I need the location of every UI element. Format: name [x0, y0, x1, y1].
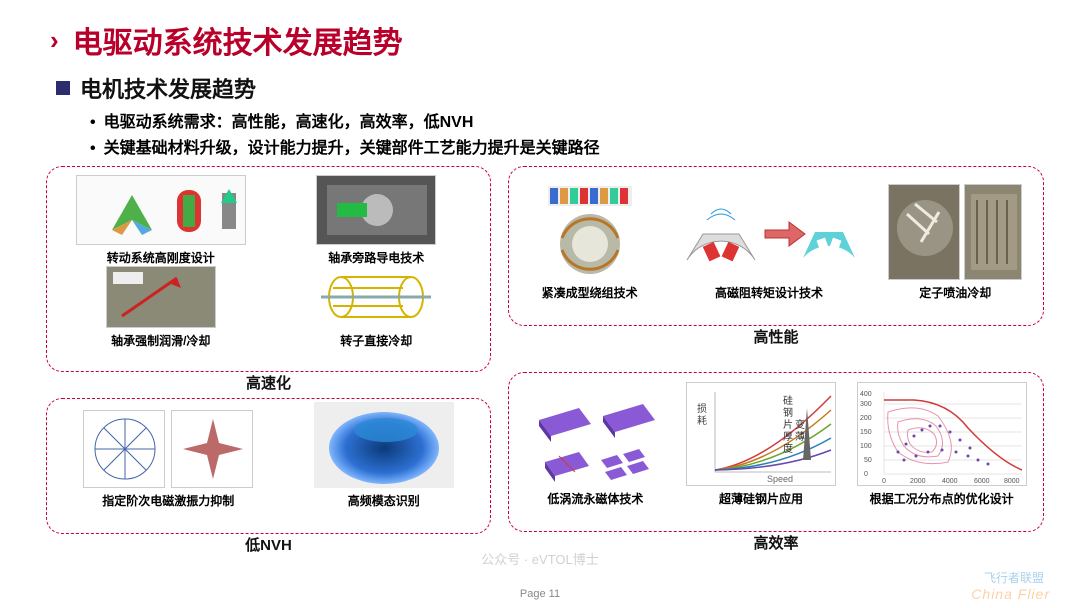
- svg-text:8000: 8000: [1004, 478, 1020, 485]
- svg-text:150: 150: [860, 429, 872, 436]
- caption: 转子直接冷却: [340, 332, 412, 349]
- svg-text:100: 100: [860, 443, 872, 450]
- thumb-bearing-section: [316, 175, 436, 245]
- panel-nvh: 指定阶次电磁激振力抑制 高频模态识别 低NVH: [46, 398, 491, 534]
- thumb-rotor-cage: [311, 266, 441, 328]
- svg-text:50: 50: [864, 457, 872, 464]
- svg-text:0: 0: [864, 471, 868, 478]
- bullet-item: 电驱动系统需求：高性能，高速化，高效率，低NVH: [90, 110, 1040, 136]
- caption: 轴承强制润滑/冷却: [111, 332, 210, 349]
- thumb-mode-star-a: [83, 410, 165, 488]
- caption: 高频模态识别: [348, 492, 420, 509]
- thumb-stator-winding: [530, 184, 650, 280]
- axis-label: Speed: [767, 474, 793, 484]
- page-title: 电驱动系统技术发展趋势: [73, 18, 403, 62]
- svg-text:变: 变: [795, 418, 805, 431]
- svg-text:片: 片: [783, 418, 793, 431]
- card: 指定阶次电磁激振力抑制: [83, 410, 253, 509]
- caption: 超薄硅钢片应用: [719, 490, 803, 507]
- card: 转子直接冷却: [273, 266, 480, 349]
- thumb-reluctance-rotor: [679, 184, 859, 280]
- subtitle: 电机技术发展趋势: [80, 72, 256, 104]
- card: 低涡流永磁体技术: [525, 386, 665, 507]
- card: 0 50 100 150 200 300 400 0 2000 4000 6000 8000: [857, 382, 1027, 507]
- caption: 定子喷油冷却: [919, 284, 991, 301]
- caption: 根据工况分布点的优化设计: [870, 490, 1014, 507]
- thumb-oil-cooling-a: [888, 184, 960, 280]
- title-chevron-icon: ›: [50, 25, 59, 56]
- card: 紧凑成型绕组技术: [530, 184, 650, 301]
- caption: 转动系统高刚度设计: [107, 249, 215, 266]
- panel-label: 高速化: [246, 372, 291, 393]
- svg-text:300: 300: [860, 401, 872, 408]
- card: 轴承强制润滑/冷却: [57, 266, 264, 349]
- card: 高频模态识别: [314, 402, 454, 509]
- watermark-right-2: 飞行者联盟: [984, 569, 1044, 586]
- svg-text:硅: 硅: [783, 394, 793, 407]
- svg-text:耗: 耗: [697, 415, 707, 427]
- panel-label: 高性能: [753, 326, 798, 347]
- svg-text:厚: 厚: [783, 431, 793, 443]
- svg-text:400: 400: [860, 391, 872, 398]
- svg-text:2000: 2000: [910, 478, 926, 485]
- card: 轴承旁路导电技术: [273, 175, 480, 266]
- svg-text:0: 0: [882, 478, 886, 485]
- svg-text:薄: 薄: [795, 430, 805, 443]
- thumb-eff-map-chart: 0 50 100 150 200 300 400 0 2000 4000 6000 8000: [857, 382, 1027, 486]
- svg-text:6000: 6000: [974, 478, 990, 485]
- caption: 指定阶次电磁激振力抑制: [102, 492, 234, 509]
- svg-text:度: 度: [783, 442, 793, 455]
- subtitle-marker-icon: [56, 81, 70, 95]
- thumb-oil-cooling-b: [964, 184, 1022, 280]
- thumb-loss-curve-chart: 损 耗 Speed 硅钢片: [686, 382, 836, 486]
- page-number: Page 11: [520, 588, 560, 600]
- panel-label: 低NVH: [245, 534, 292, 555]
- caption: 紧凑成型绕组技术: [542, 284, 638, 301]
- thumb-mode-blue: [314, 402, 454, 488]
- thumb-micrograph: [106, 266, 216, 328]
- panel-performance: 紧凑成型绕组技术: [508, 166, 1044, 326]
- bullet-item: 关键基础材料升级，设计能力提升，关键部件工艺能力提升是关键路径: [90, 136, 1040, 162]
- panel-efficiency: 低涡流永磁体技术 损 耗 Speed: [508, 372, 1044, 532]
- panel-label: 高效率: [753, 532, 798, 553]
- card: 转动系统高刚度设计: [57, 175, 264, 266]
- card: 高磁阻转矩设计技术: [679, 184, 859, 301]
- watermark-center: 公众号 · eVTOL博士: [481, 549, 599, 568]
- arrow-right-icon: [765, 222, 805, 246]
- card: 损 耗 Speed 硅钢片: [686, 382, 836, 507]
- watermark-right: China Flier: [971, 586, 1050, 602]
- caption: 高磁阻转矩设计技术: [715, 284, 823, 301]
- axis-label: 损: [697, 402, 707, 415]
- panel-speed: 转动系统高刚度设计 轴承旁路导电技术: [46, 166, 491, 372]
- caption: 轴承旁路导电技术: [328, 249, 424, 266]
- bullet-list: 电驱动系统需求：高性能，高速化，高效率，低NVH 关键基础材料升级，设计能力提升…: [90, 110, 1040, 161]
- card: 定子喷油冷却: [888, 184, 1022, 301]
- thumb-fea-y-shape: [76, 175, 246, 245]
- svg-text:200: 200: [860, 415, 872, 422]
- svg-text:4000: 4000: [942, 478, 958, 485]
- caption: 低涡流永磁体技术: [547, 490, 643, 507]
- thumb-mode-star-b: [171, 410, 253, 488]
- svg-text:钢: 钢: [783, 406, 793, 419]
- thumb-magnet-blocks: [525, 386, 665, 486]
